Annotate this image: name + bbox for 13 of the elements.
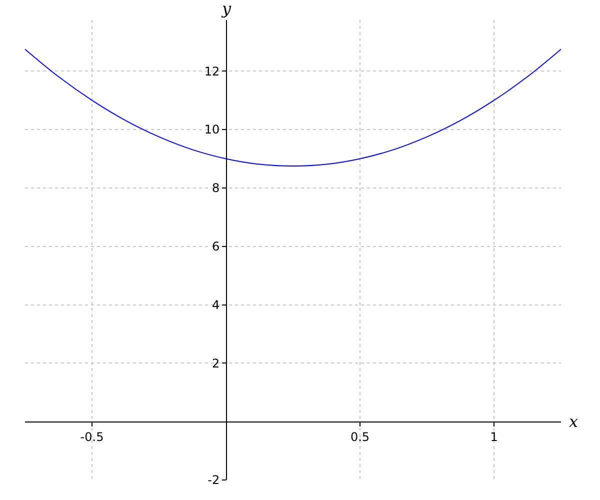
y-tick-label: 6	[212, 240, 220, 254]
y-tick-label: 8	[212, 181, 220, 196]
line-series	[25, 48, 561, 167]
x-axis-title: x	[569, 412, 578, 431]
x-tick-label: 1	[490, 430, 498, 444]
x-tick-label: -0.5	[80, 430, 104, 444]
x-tick-label: 0.5	[350, 430, 370, 444]
y-tick-label: 12	[204, 64, 220, 78]
y-tick-label: 4	[212, 298, 220, 312]
y-tick-label: 10	[204, 122, 220, 137]
y-tick-label: -2	[208, 473, 220, 488]
y-axis-title: y	[221, 0, 232, 18]
y-tick-label: 2	[212, 356, 220, 370]
